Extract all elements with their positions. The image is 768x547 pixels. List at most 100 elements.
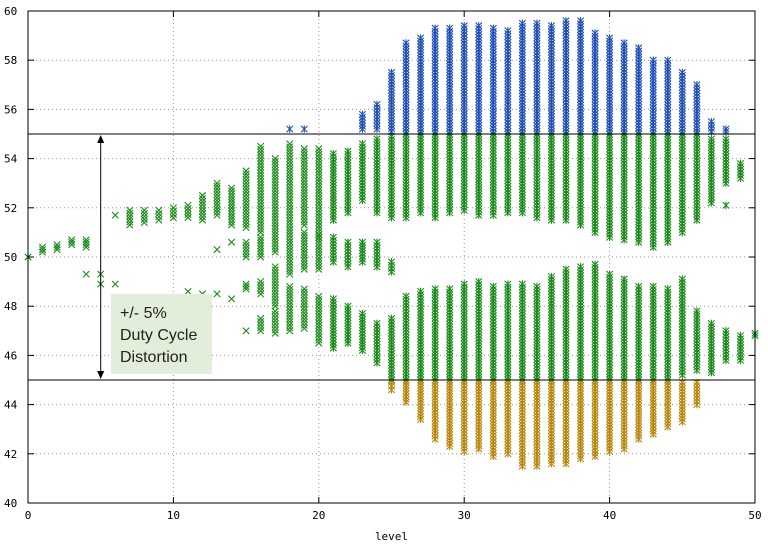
data-point: [300, 165, 308, 173]
data-point: [227, 184, 236, 192]
data-point: [707, 118, 715, 126]
data-point: [387, 314, 396, 323]
data-point: [213, 202, 221, 211]
y-tick-label: 54: [4, 153, 18, 166]
data-point: [286, 315, 294, 323]
data-point: [300, 312, 308, 320]
data-point: [286, 246, 294, 255]
data-point: [242, 220, 250, 229]
data-point: [315, 151, 323, 159]
data-point: [126, 218, 134, 226]
data-point: [271, 210, 279, 218]
data-point: [286, 152, 294, 160]
data-point: [155, 216, 163, 224]
data-point: [300, 212, 308, 220]
data-point: [286, 143, 294, 151]
data-point: [300, 171, 308, 179]
data-point: [315, 248, 323, 256]
x-tick-label: 30: [458, 509, 471, 522]
data-point: [169, 204, 177, 212]
data-point: [271, 290, 279, 298]
data-point: [271, 275, 279, 283]
data-point: [257, 154, 265, 162]
data-point: [271, 269, 279, 277]
data-point: [286, 202, 294, 210]
data-point: [300, 248, 308, 256]
data-point: [315, 298, 323, 306]
data-point: [198, 194, 207, 203]
data-point: [213, 208, 221, 216]
data-point: [315, 192, 323, 200]
data-point: [402, 39, 410, 47]
data-point: [271, 204, 279, 212]
data-point: [242, 209, 250, 217]
data-point: [126, 209, 134, 217]
data-point: [257, 281, 265, 289]
y-tick-label: 58: [4, 54, 17, 67]
data-point: [257, 142, 265, 150]
data-point: [242, 191, 250, 199]
data-point: [271, 228, 279, 236]
data-point: [315, 156, 323, 165]
data-point: [300, 162, 308, 170]
data-point: [315, 265, 323, 273]
data-point: [257, 187, 265, 195]
data-point: [286, 175, 294, 183]
data-point: [111, 211, 119, 219]
data-point: [315, 319, 323, 327]
data-point: [300, 240, 308, 248]
data-point: [315, 204, 323, 212]
data-point: [271, 163, 279, 171]
data-point: [242, 173, 250, 181]
data-point: [286, 238, 294, 246]
data-point: [184, 207, 192, 216]
data-point: [111, 280, 119, 288]
data-point: [315, 162, 323, 171]
data-point: [271, 175, 279, 183]
data-point: [257, 157, 265, 165]
data-point: [300, 148, 308, 156]
data-point: [227, 218, 236, 226]
data-point: [257, 216, 265, 225]
data-point: [286, 232, 294, 240]
data-point: [300, 221, 308, 229]
data-point: [315, 327, 323, 336]
data-point: [38, 246, 47, 254]
data-point: [300, 203, 308, 212]
data-point: [286, 220, 294, 228]
data-point: [198, 207, 207, 215]
y-tick-label: 60: [4, 5, 17, 18]
data-point: [126, 206, 134, 214]
data-point: [286, 252, 294, 261]
data-point: [227, 207, 236, 215]
annotation-line-2: Duty Cycle: [120, 327, 197, 344]
x-tick-label: 10: [167, 509, 180, 522]
data-point: [257, 242, 265, 250]
data-point: [358, 309, 367, 318]
data-point: [300, 159, 308, 168]
data-point: [227, 198, 236, 206]
data-point: [242, 176, 250, 184]
data-point: [286, 288, 294, 297]
data-point: [315, 221, 323, 230]
data-point: [242, 179, 250, 187]
data-point: [271, 263, 279, 271]
data-point: [198, 204, 207, 212]
data-point: [315, 159, 323, 168]
data-point: [257, 193, 265, 201]
data-point: [271, 299, 279, 307]
data-point: [300, 234, 308, 242]
data-point: [286, 196, 294, 204]
data-point: [227, 238, 236, 246]
data-point: [300, 197, 308, 206]
data-point: [271, 198, 279, 207]
data-point: [257, 314, 265, 323]
data-point: [300, 195, 308, 203]
data-point: [315, 148, 323, 156]
data-point: [227, 195, 236, 204]
data-point: [271, 225, 279, 233]
data-point: [286, 226, 294, 234]
data-point: [300, 262, 308, 271]
data-point: [286, 214, 294, 222]
data-point: [315, 316, 323, 324]
